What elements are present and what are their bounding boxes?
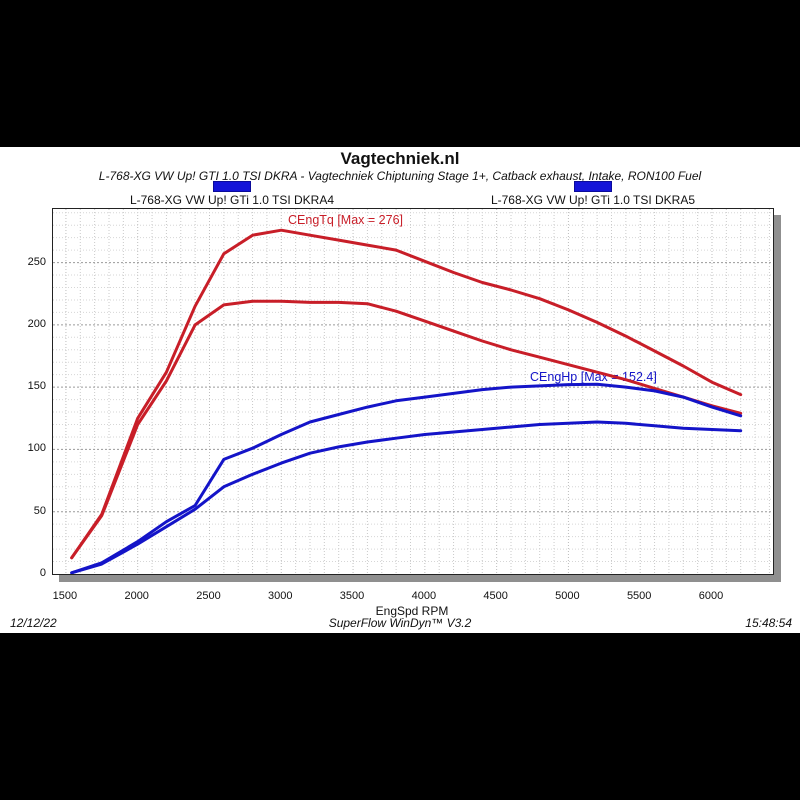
software-version: SuperFlow WinDyn™ V3.2: [328, 616, 472, 630]
x-tick-label: 5000: [555, 590, 580, 602]
report-time: 15:48:54: [745, 616, 792, 630]
legend-color-bar: [574, 181, 612, 192]
dyno-plot-canvas: CEngTq [Max = 276]CEngHp [Max = 152.4]: [53, 209, 773, 574]
x-tick-label: 4500: [483, 590, 508, 602]
torque-max-label: CEngTq [Max = 276]: [288, 213, 403, 227]
curve-cenghp: [70, 420, 743, 574]
x-axis-title: EngSpd RPM: [375, 604, 449, 618]
curve-cengtq: [70, 228, 743, 560]
y-tick-label: 200: [27, 317, 46, 330]
run-description: L-768-XG VW Up! GTI 1.0 TSI DKRA - Vagte…: [98, 169, 702, 183]
curve-cengtq: [70, 299, 743, 560]
legend-label: L-768-XG VW Up! GTi 1.0 TSI DKRA4: [129, 193, 335, 207]
y-tick-label: 50: [33, 504, 46, 517]
x-tick-label: 4000: [411, 590, 437, 602]
x-tick-label: 5500: [626, 590, 652, 602]
legend-run-dkra4[interactable]: L-768-XG VW Up! GTi 1.0 TSI DKRA4: [72, 181, 392, 207]
legend-run-dkra5[interactable]: L-768-XG VW Up! GTi 1.0 TSI DKRA5: [433, 181, 753, 207]
y-tick-label: 250: [27, 255, 46, 268]
y-tick-label: 100: [27, 442, 46, 455]
x-tick-label: 1500: [52, 590, 78, 602]
dyno-plot: CEngTq [Max = 276] CEngHp [Max = 152.4]: [52, 208, 774, 575]
curve-cenghp: [70, 382, 743, 574]
report-date: 12/12/22: [10, 616, 57, 630]
x-tick-label: 2000: [124, 590, 149, 602]
y-tick-label: 0: [39, 567, 46, 579]
x-tick-label: 2500: [196, 590, 221, 602]
report-sheet: Vagtechniek.nl L-768-XG VW Up! GTI 1.0 T…: [0, 147, 800, 633]
legend-label: L-768-XG VW Up! GTi 1.0 TSI DKRA5: [490, 193, 696, 207]
y-tick-label: 150: [27, 380, 46, 393]
x-tick-label: 6000: [698, 590, 724, 602]
legend-color-bar: [213, 181, 251, 192]
x-tick-label: 3000: [268, 590, 293, 602]
page-title: Vagtechniek.nl: [340, 149, 460, 168]
x-tick-label: 3500: [339, 590, 365, 602]
